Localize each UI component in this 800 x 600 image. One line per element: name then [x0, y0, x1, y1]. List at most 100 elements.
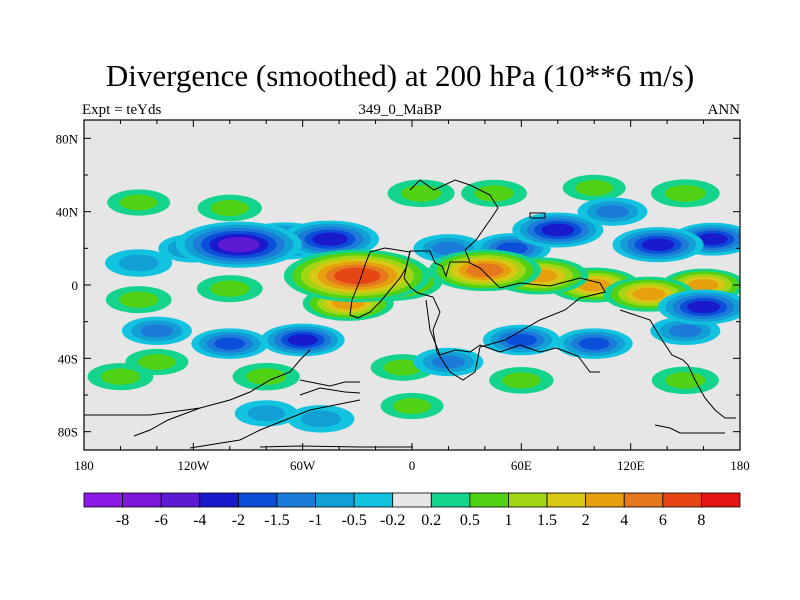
colorbar-swatch [623, 492, 664, 508]
field-blob [387, 179, 455, 208]
field-blob [260, 323, 345, 357]
field-blob [651, 366, 719, 395]
field-blob [121, 316, 192, 346]
x-tick-label: 60W [290, 458, 316, 473]
field-blob [197, 194, 262, 222]
colorbar-swatch [392, 492, 432, 508]
contour-level [214, 337, 246, 350]
x-tick-label: 120W [177, 458, 210, 473]
contour-level [664, 184, 706, 202]
y-tick-label: 80S [58, 425, 78, 440]
field-blob [105, 249, 173, 277]
contour-level [575, 179, 614, 196]
colorbar-label: -8 [116, 512, 129, 529]
field-blob [196, 275, 263, 303]
australia-outline [529, 212, 736, 434]
field-blob [380, 392, 444, 420]
contour-level [578, 337, 610, 350]
y-tick-label: 80N [56, 131, 79, 146]
contour-level [502, 372, 541, 389]
colorbar-swatch [276, 492, 316, 508]
contour-level [432, 241, 465, 255]
contour-level [246, 368, 287, 385]
contour-level [312, 232, 348, 246]
contour-level [118, 254, 159, 272]
colorbar-swatch [430, 492, 471, 508]
contour-level [466, 263, 504, 278]
contour-level [247, 405, 286, 422]
contour-level [119, 194, 158, 211]
contour-level [100, 368, 141, 385]
field-blob [234, 400, 298, 427]
contour-level [217, 237, 260, 253]
y-tick-label: 40S [58, 351, 78, 366]
contour-level [669, 324, 702, 338]
colorbar-label: 6 [659, 512, 667, 529]
field-blob [107, 189, 171, 216]
contour-level [474, 185, 514, 202]
colorbar-label: 0.2 [421, 512, 441, 529]
field-blob [555, 328, 633, 359]
field-blob [175, 221, 302, 268]
contour-level [688, 279, 719, 291]
contour-level [596, 205, 629, 219]
contour-level [432, 355, 465, 369]
north-america-outline [349, 247, 411, 319]
colorbar-swatch [353, 492, 394, 508]
contour-level [641, 238, 675, 251]
contour-level [665, 372, 706, 389]
chart-title: Divergence (smoothed) at 200 hPa (10**6 … [105, 58, 695, 93]
contour-level [334, 267, 381, 285]
field-blob [658, 289, 740, 325]
field-blob [191, 328, 269, 359]
colorbar-swatch [662, 492, 702, 508]
y-tick-label: 40N [56, 205, 79, 220]
contour-level [632, 287, 666, 301]
contour-level [541, 223, 575, 237]
field-blob [461, 179, 527, 207]
colorbar-label: -2 [232, 512, 245, 529]
field-blob [287, 405, 355, 433]
africa-outline [403, 250, 606, 381]
colorbar-label: 4 [620, 512, 628, 529]
colorbar-label: 1.5 [537, 512, 557, 529]
colorbar-swatch [585, 492, 625, 508]
colorbar-label: -6 [155, 512, 168, 529]
colorbar-label: -1.5 [264, 512, 289, 529]
x-tick-label: 180 [74, 458, 94, 473]
contour-level [697, 233, 728, 246]
x-tick-label: 120E [617, 458, 645, 473]
contour-level [287, 334, 318, 346]
colorbar-label: -0.2 [380, 512, 405, 529]
colorbar-label: -4 [193, 512, 206, 529]
contour-level [505, 333, 537, 347]
contour-level [210, 280, 250, 297]
colorbar-swatch [701, 492, 741, 508]
y-tick-label: 0 [72, 278, 79, 293]
contour-level [137, 354, 176, 370]
south-america-outline [425, 299, 600, 373]
colorbar-label: -1 [309, 512, 322, 529]
colorbar-swatch [122, 492, 162, 508]
colorbar-label: 2 [582, 512, 590, 529]
contour-level [140, 324, 174, 338]
colorbar-swatch [315, 492, 355, 508]
colorbar-swatch [508, 492, 548, 508]
field-blob [482, 324, 560, 356]
contour-level [687, 300, 720, 314]
field-blob [232, 362, 300, 391]
colorbar-swatch [83, 492, 123, 508]
continent-outlines [84, 179, 736, 449]
x-axis: 180 120W 60W 0 60E 120E 180 [74, 120, 750, 473]
period-label: 349_0_MaBP [358, 102, 442, 118]
field-blob [651, 179, 720, 208]
divergence-field [84, 120, 740, 450]
x-tick-label: 0 [409, 458, 416, 473]
colorbar-swatch [199, 492, 239, 508]
colorbar-swatch [160, 492, 201, 508]
field-blob [283, 249, 431, 303]
x-tick-label: 180 [730, 458, 750, 473]
field-blob [87, 363, 154, 391]
colorbar-label: -0.5 [341, 512, 366, 529]
field-blob [281, 220, 379, 258]
